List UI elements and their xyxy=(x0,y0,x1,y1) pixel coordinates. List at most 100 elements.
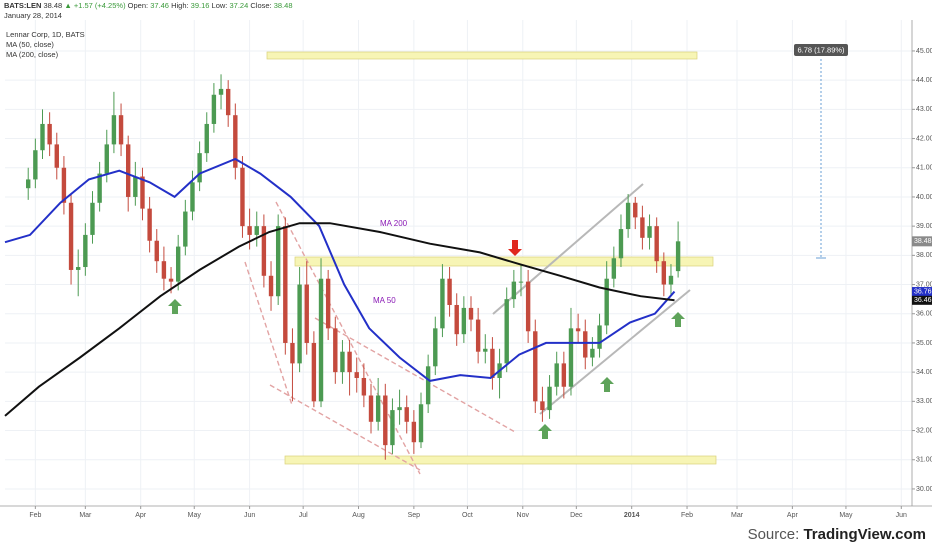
candle-body xyxy=(61,167,67,203)
candle-body xyxy=(461,307,467,335)
candle-body xyxy=(554,363,559,387)
candle-body xyxy=(454,304,459,335)
source: Source: TradingView.com xyxy=(748,526,926,543)
trendline xyxy=(492,183,644,315)
ma-price-box xyxy=(912,295,932,305)
candle-body xyxy=(297,284,302,364)
candle-body xyxy=(311,342,317,402)
trendline xyxy=(244,261,293,406)
candle-body xyxy=(611,258,617,279)
ma-line xyxy=(4,222,675,417)
candle-body xyxy=(361,377,367,396)
candle-body xyxy=(440,278,445,329)
candle-body xyxy=(240,167,245,227)
candle-body xyxy=(375,395,381,422)
legend-ma50: MA (50, close) xyxy=(6,40,54,49)
candle-body xyxy=(318,278,324,402)
y-tick-label: 31.00 xyxy=(916,457,932,464)
y-tick-label: 43.00 xyxy=(916,106,932,113)
candle-body xyxy=(325,278,331,329)
candle-body xyxy=(561,363,567,387)
ma-price-box xyxy=(912,287,932,297)
ma-line xyxy=(4,157,676,382)
candle-body xyxy=(533,331,538,402)
candle-body xyxy=(633,202,638,218)
low-value: 37.24 xyxy=(229,1,248,10)
trendline xyxy=(269,384,421,471)
open-label: Open: xyxy=(128,1,148,10)
candles xyxy=(26,74,681,460)
candle-body xyxy=(275,226,281,297)
candle-body xyxy=(368,395,374,422)
moving-averages xyxy=(4,157,676,417)
candle-body xyxy=(97,173,102,203)
candle-body xyxy=(83,234,88,268)
candle-body xyxy=(118,115,124,145)
candle-body xyxy=(125,144,131,197)
close-value: 38.48 xyxy=(274,1,293,10)
candle-body xyxy=(597,325,602,349)
candle-body xyxy=(475,319,481,352)
y-tick-label: 40.00 xyxy=(916,194,932,201)
candle-body xyxy=(47,123,52,145)
candle-body xyxy=(404,407,409,422)
resistance-zone xyxy=(266,51,698,60)
trendline xyxy=(314,317,516,433)
candle-body xyxy=(161,261,167,279)
axes: 30.00 31.00 32.00 33.00 34.00 35.00 36.00 37.00… xyxy=(29,48,932,519)
candle-body xyxy=(76,267,81,270)
x-tick-label: Nov xyxy=(517,512,530,519)
candle-body xyxy=(411,421,417,443)
x-tick-label: Apr xyxy=(135,512,147,519)
x-tick-label: Jun xyxy=(896,512,907,519)
candle-body xyxy=(618,229,624,259)
y-tick-label: 35.00 xyxy=(916,340,932,347)
candle-body xyxy=(111,115,117,145)
candle-body xyxy=(140,176,145,209)
candle-body xyxy=(625,202,631,230)
legend-ma200: MA (200, close) xyxy=(6,50,59,59)
candle-body xyxy=(425,366,431,405)
x-tick-label: May xyxy=(188,512,202,519)
candle-body xyxy=(218,88,224,95)
candle-body xyxy=(433,328,438,367)
candle-body xyxy=(190,182,195,212)
candle-body xyxy=(254,226,259,235)
candle-body xyxy=(147,208,152,241)
high-value: 39.16 xyxy=(191,1,210,10)
arrow xyxy=(600,377,614,392)
x-tick-label: Apr xyxy=(787,512,799,519)
candle-body xyxy=(347,351,352,373)
last-price-label: 38.48 xyxy=(914,238,932,245)
x-tick-label: May xyxy=(839,512,853,519)
ma-price-label: 36.46 xyxy=(914,297,932,304)
date: January 28, 2014 xyxy=(4,11,62,20)
candle-body xyxy=(483,348,488,352)
candle-body xyxy=(654,226,659,262)
support-zone xyxy=(294,256,714,267)
candle-body xyxy=(54,144,59,168)
x-tick-label: Jul xyxy=(299,512,308,519)
candle-body xyxy=(568,328,574,387)
candle-body xyxy=(575,328,581,332)
candle-body xyxy=(661,261,667,285)
quote-line: BATS:LEN 38.48 ▲ +1.57 (+4.25%) Open: 37… xyxy=(4,1,293,10)
candle-body xyxy=(540,401,545,411)
y-tick-label: 44.00 xyxy=(916,77,932,84)
y-tick-label: 38.00 xyxy=(916,252,932,259)
change: +1.57 (+4.25%) xyxy=(74,1,126,10)
candle-body xyxy=(333,328,338,373)
candle-body xyxy=(583,331,588,358)
x-tick-label: 2014 xyxy=(624,512,640,519)
ma-price-label: 36.76 xyxy=(914,288,932,295)
candle-body xyxy=(604,278,609,326)
candle-body xyxy=(511,281,517,300)
ma50-label: MA 50 xyxy=(373,296,396,305)
candle-body xyxy=(168,278,174,282)
symbol: BATS:LEN xyxy=(4,1,41,10)
candle-body xyxy=(133,176,138,197)
last: 38.48 xyxy=(43,1,62,10)
candle-body xyxy=(383,395,388,446)
y-tick-label: 41.00 xyxy=(916,165,932,172)
